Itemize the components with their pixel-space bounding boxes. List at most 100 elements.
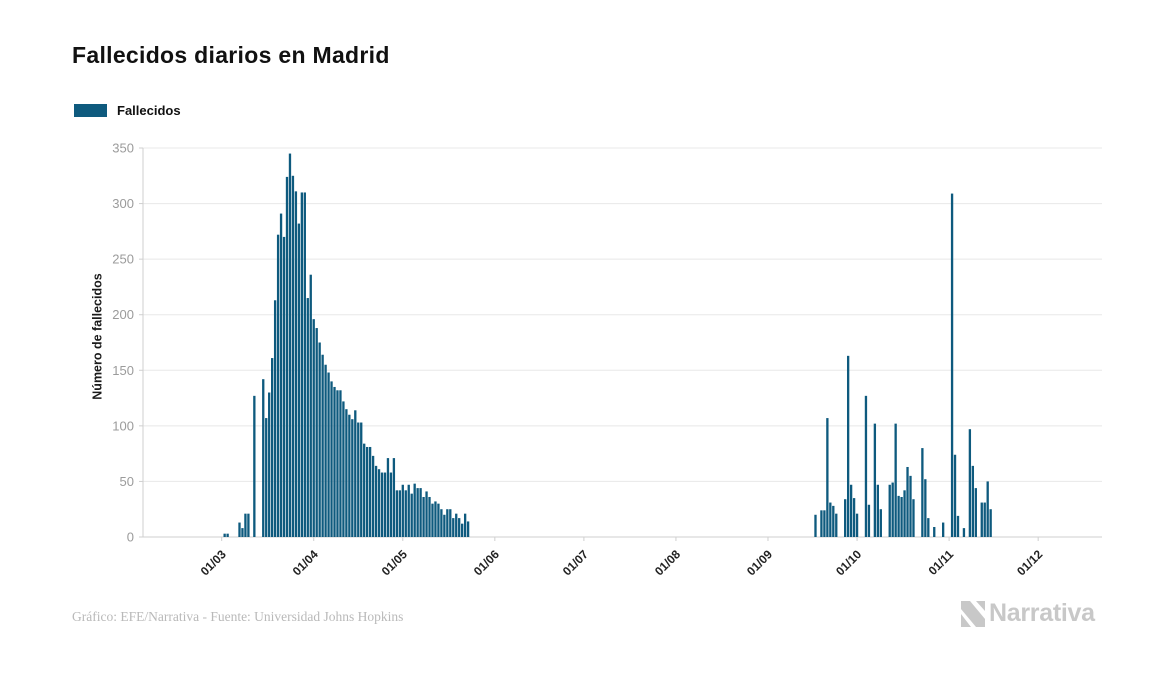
bar — [986, 481, 989, 537]
bar — [401, 484, 404, 537]
bar — [321, 354, 324, 537]
bar — [398, 490, 401, 537]
bar — [324, 364, 327, 537]
bar — [458, 518, 461, 537]
bar — [327, 372, 330, 537]
x-axis-tick-label: 01/05 — [379, 547, 410, 578]
bar — [273, 300, 277, 537]
bar — [377, 469, 381, 537]
bar — [864, 395, 868, 537]
bar — [428, 496, 431, 537]
bar — [461, 523, 464, 537]
bar — [906, 466, 909, 537]
bar — [410, 493, 413, 537]
x-axis-tick-label: 01/09 — [744, 547, 775, 578]
bar — [903, 490, 906, 537]
x-axis-tick-label: 01/04 — [290, 547, 321, 578]
bar — [912, 499, 915, 537]
bar — [846, 355, 850, 537]
footer-credit: Gráfico: EFE/Narrativa - Fuente: Univers… — [72, 609, 404, 624]
bar — [339, 390, 342, 537]
bar — [297, 223, 301, 537]
bar — [835, 513, 838, 537]
bar — [253, 395, 256, 537]
bar — [238, 522, 241, 537]
bar — [386, 458, 390, 537]
narrativa-logo-text: Narrativa — [989, 599, 1095, 627]
bar — [849, 484, 853, 537]
bar — [318, 342, 321, 537]
bar — [244, 513, 247, 537]
x-axis-tick-label: 01/12 — [1014, 547, 1045, 578]
bar — [380, 472, 384, 537]
bar — [279, 213, 283, 537]
bar — [282, 236, 286, 537]
bar — [419, 488, 422, 537]
bar — [449, 509, 452, 537]
bar — [463, 513, 467, 537]
bar — [368, 446, 372, 537]
bar — [276, 234, 280, 537]
bar — [374, 465, 378, 537]
bar — [383, 472, 387, 537]
bar — [446, 509, 449, 537]
bar — [983, 502, 986, 537]
bar — [879, 509, 882, 537]
legend-swatch-fallecidos — [74, 104, 107, 117]
bar — [333, 386, 336, 537]
bar — [247, 513, 250, 537]
bar — [968, 429, 972, 537]
bar — [440, 509, 443, 537]
y-axis-tick-label: 50 — [120, 474, 134, 489]
bar — [342, 401, 345, 537]
bar — [241, 528, 244, 537]
bar — [303, 192, 306, 537]
bar — [876, 484, 879, 537]
bar — [360, 422, 363, 537]
bar — [832, 505, 835, 537]
bar — [425, 491, 428, 537]
bar — [363, 443, 366, 537]
bar — [823, 510, 826, 537]
bar — [455, 513, 458, 537]
bar — [271, 358, 274, 537]
chart-title: Fallecidos diarios en Madrid — [72, 42, 390, 68]
bar — [407, 484, 410, 537]
bar — [285, 176, 289, 537]
bar — [989, 509, 992, 537]
bar — [330, 381, 333, 537]
bar — [443, 514, 446, 537]
bar — [855, 513, 859, 537]
bar — [873, 423, 877, 537]
x-axis-tick-label: 01/11 — [926, 547, 957, 578]
bar — [422, 496, 425, 537]
bar — [431, 503, 434, 537]
bar — [909, 475, 912, 537]
bar — [357, 422, 360, 537]
y-axis-tick-label: 350 — [112, 141, 134, 156]
bar — [437, 503, 440, 537]
bar — [888, 484, 891, 537]
bar — [814, 514, 817, 537]
bar — [971, 465, 975, 537]
bar — [466, 521, 470, 537]
bar — [826, 418, 829, 537]
bar — [389, 472, 393, 537]
bar — [852, 498, 856, 537]
bar — [844, 499, 847, 537]
bar — [300, 192, 304, 537]
y-axis-tick-label: 200 — [112, 307, 134, 322]
y-axis-tick-label: 300 — [112, 196, 134, 211]
bar — [366, 446, 369, 537]
bar — [348, 414, 351, 537]
bar — [434, 501, 437, 537]
bar — [345, 409, 348, 537]
bar — [306, 298, 309, 537]
bar — [956, 515, 960, 537]
bar — [894, 423, 897, 537]
bar — [404, 490, 407, 537]
bar — [294, 191, 298, 537]
bar — [416, 488, 419, 537]
